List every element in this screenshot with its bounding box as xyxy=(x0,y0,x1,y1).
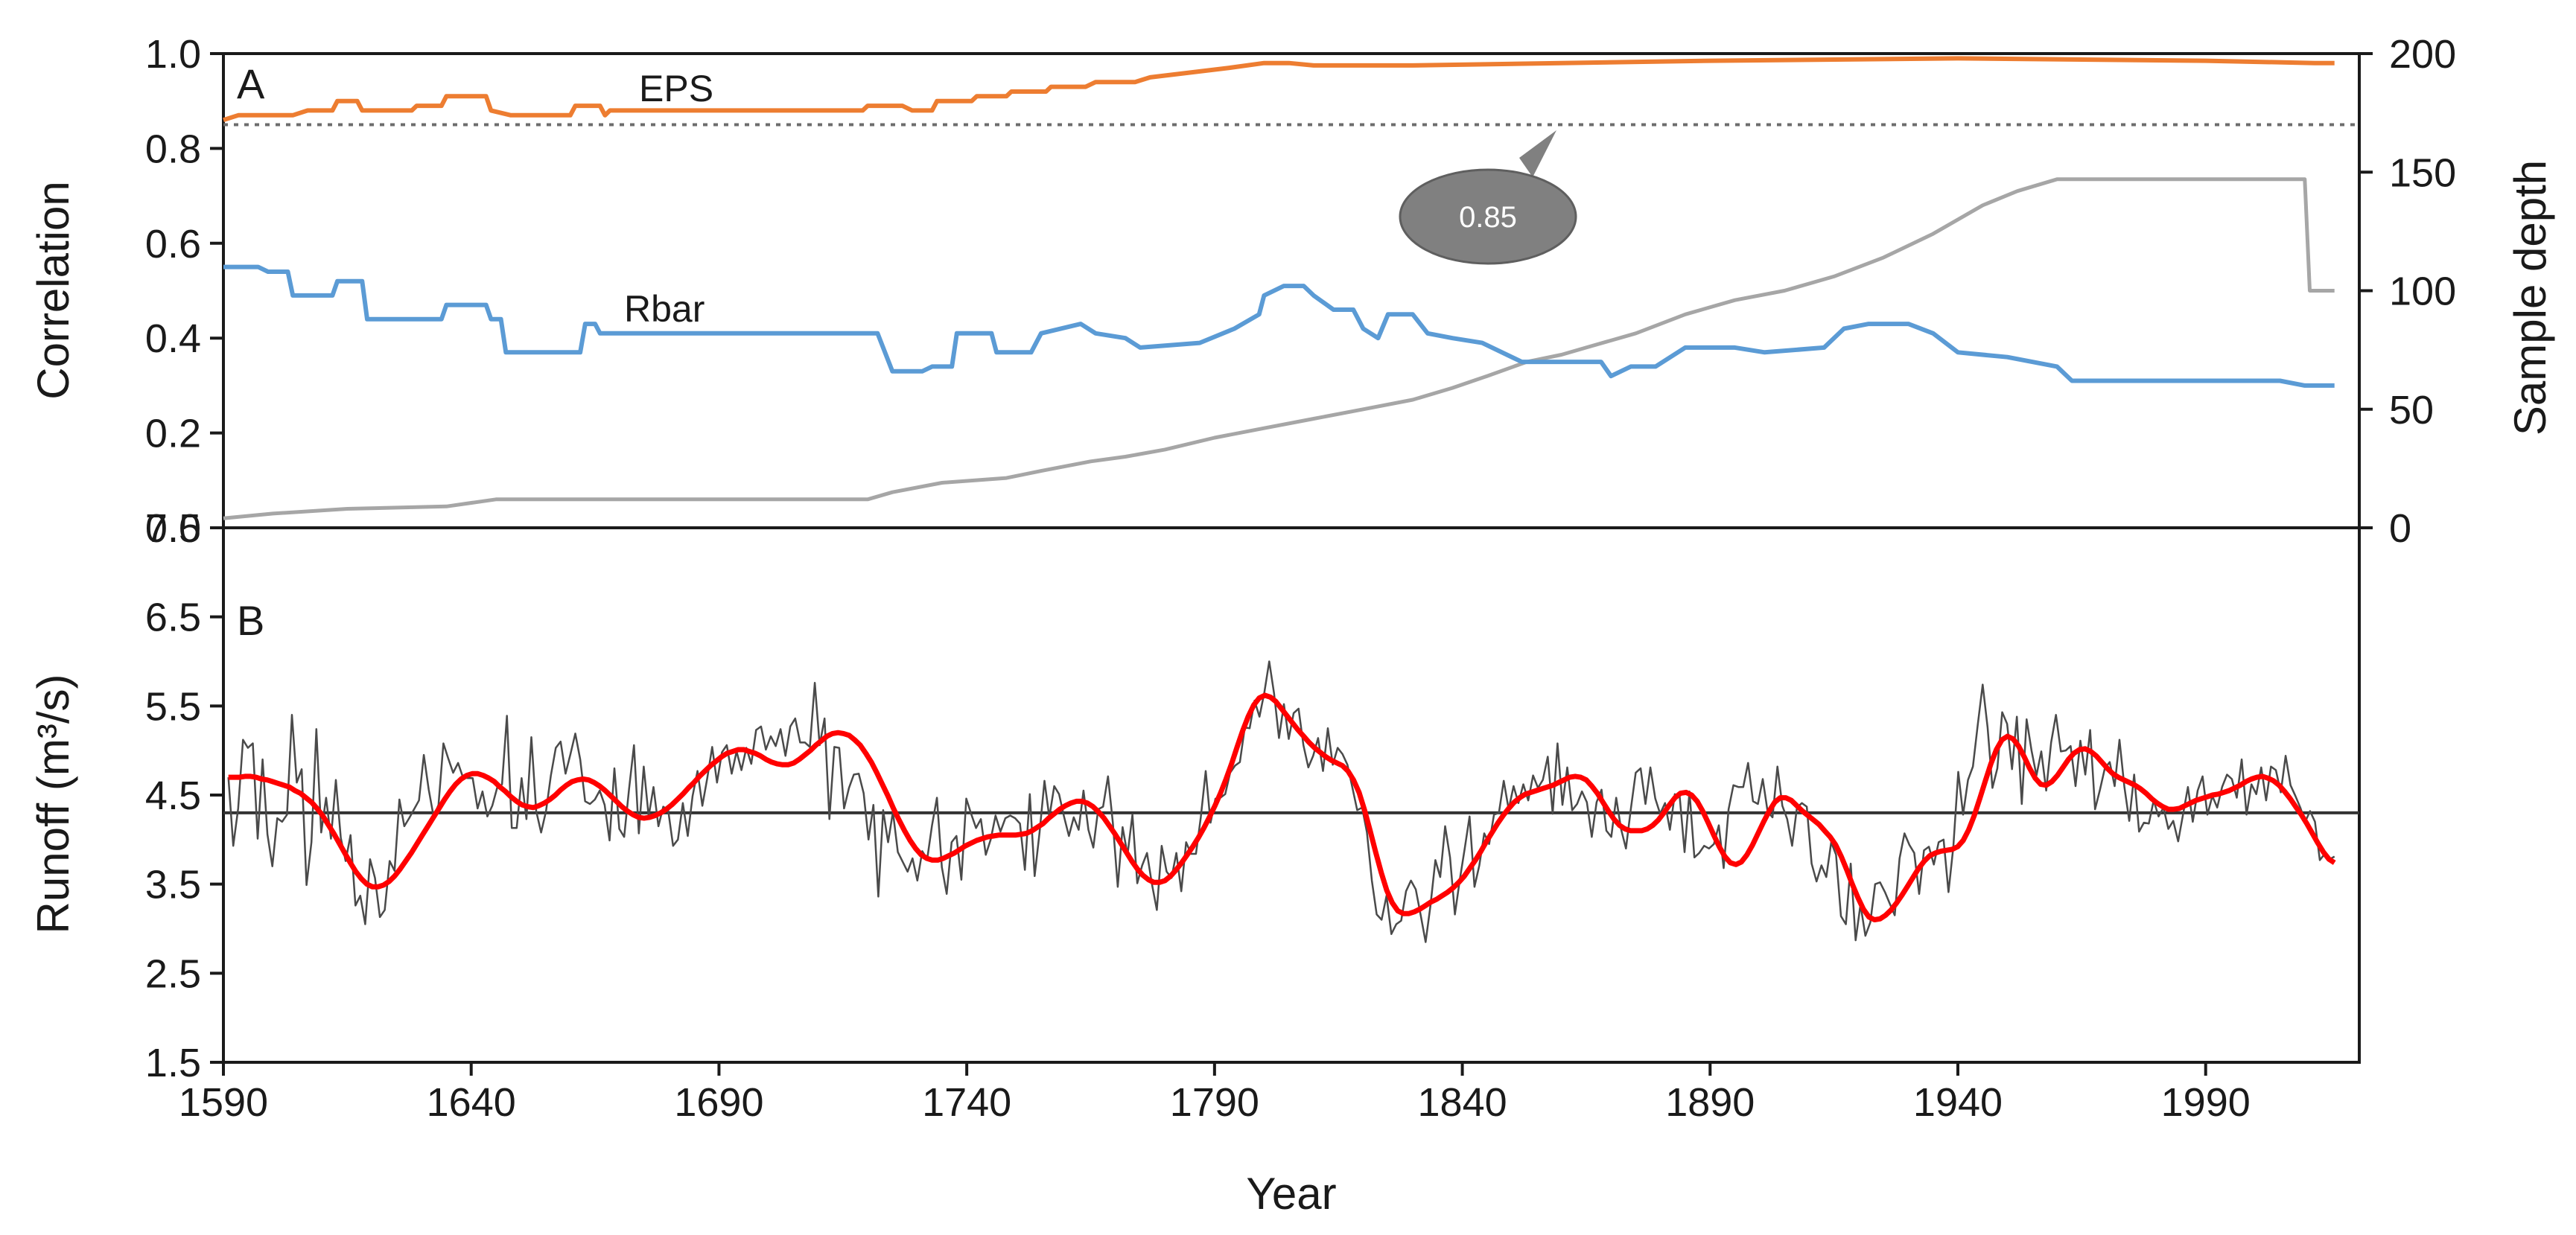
panel-b-ylabel: Runoff (m³/s) xyxy=(28,674,78,934)
rbar-line xyxy=(223,264,2335,388)
annual-runoff-line xyxy=(227,660,2335,943)
panel-b-frame xyxy=(222,526,2361,1064)
xtick-label: 1690 xyxy=(674,1080,763,1125)
panel-b-ytick-label: 5.5 xyxy=(145,684,201,729)
panel-b-letter: B xyxy=(237,597,264,644)
callout-bubble-body xyxy=(1399,168,1577,265)
xtick-label: 1640 xyxy=(427,1080,516,1125)
panel-a-ytick-label: 0.4 xyxy=(145,316,201,361)
panel-a-ytick-label: 0.0 xyxy=(145,506,201,551)
xtick-label: 1840 xyxy=(1418,1080,1507,1125)
panel-b-ytick-label: 1.5 xyxy=(145,1041,201,1085)
panel-a-ytick-label: 1.0 xyxy=(145,32,201,77)
xtick-label: 1940 xyxy=(1913,1080,2003,1125)
panel-b-ytick-label: 6.5 xyxy=(145,596,201,640)
callout-label: 0.85 xyxy=(1459,201,1517,234)
xtick-label: 1740 xyxy=(922,1080,1011,1125)
panel-b-series xyxy=(227,660,2336,943)
panel-b-left-axis: 1.5 2.5 3.5 4.5 5.5 6.5 7.5 xyxy=(145,506,223,1085)
panel-b-ytick-label: 2.5 xyxy=(145,951,201,996)
panel-b-ytick-label: 7.5 xyxy=(145,506,201,551)
sample-depth-line xyxy=(223,177,2335,520)
eps-label: EPS xyxy=(639,68,713,109)
panel-a-y2tick-label: 150 xyxy=(2389,150,2456,195)
panel-a-right-axis: 0 50 100 150 200 xyxy=(2359,32,2456,551)
panel-a-y2tick-label: 50 xyxy=(2389,388,2434,433)
x-axis: 1590 1640 1690 1740 1790 1840 1890 1940 1990 xyxy=(179,1062,2251,1125)
threshold-callout: 0.85 xyxy=(1399,130,1577,265)
panel-a-y2tick-label: 0 xyxy=(2389,506,2411,551)
smoothed-runoff-line xyxy=(228,692,2336,922)
panel-a-ytick-label: 0.8 xyxy=(145,127,201,171)
panel-a-left-axis: 0.0 0.2 0.4 0.6 0.8 1.0 xyxy=(145,32,223,551)
x-axis-title: Year xyxy=(1246,1169,1336,1219)
panel-a-y2tick-label: 200 xyxy=(2389,32,2456,77)
panel-a-ytick-label: 0.6 xyxy=(145,222,201,267)
callout-bubble xyxy=(1519,130,1556,177)
panel-b-ytick-label: 4.5 xyxy=(145,773,201,818)
eps-line xyxy=(223,56,2335,123)
panel-a-ylabel: Correlation xyxy=(28,181,78,399)
panel-a-y2label: Sample depth xyxy=(2505,160,2555,435)
panel-a-letter: A xyxy=(237,60,265,107)
xtick-label: 1790 xyxy=(1170,1080,1259,1125)
panel-a-series xyxy=(223,56,2335,520)
panel-b-ytick-label: 3.5 xyxy=(145,863,201,907)
rbar-label: Rbar xyxy=(624,288,705,330)
panel-a-ytick-label: 0.2 xyxy=(145,412,201,456)
xtick-label: 1590 xyxy=(179,1080,268,1125)
panel-a-y2tick-label: 100 xyxy=(2389,269,2456,314)
xtick-label: 1890 xyxy=(1665,1080,1755,1125)
xtick-label: 1990 xyxy=(2161,1080,2251,1125)
